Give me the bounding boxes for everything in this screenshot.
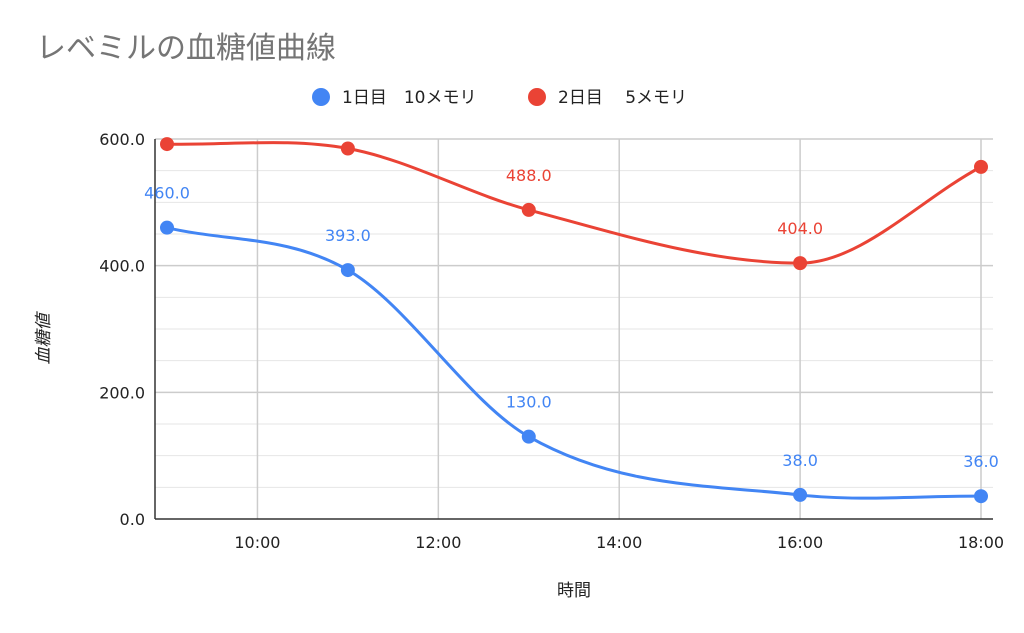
data-point-series-1 bbox=[974, 489, 988, 504]
data-point-series-2 bbox=[974, 159, 988, 174]
data-label-series-1: 393.0 bbox=[325, 226, 371, 245]
data-point-series-1 bbox=[160, 220, 174, 235]
data-label-series-2: 488.0 bbox=[506, 166, 552, 185]
legend: 1日目 10メモリ 2日目 5メモリ bbox=[312, 88, 687, 108]
gridlines bbox=[154, 138, 993, 519]
data-point-series-1 bbox=[793, 487, 808, 502]
x-tick-label: 12:00 bbox=[415, 533, 461, 552]
x-tick-label: 10:00 bbox=[234, 533, 280, 552]
x-axis-title: 時間 bbox=[557, 581, 591, 601]
series-lines bbox=[166, 141, 982, 500]
x-tick-label: 16:00 bbox=[777, 533, 823, 552]
data-point-series-2 bbox=[340, 141, 355, 156]
legend-marker-series-2 bbox=[528, 88, 546, 106]
data-label-series-1: 460.0 bbox=[144, 184, 190, 203]
x-axis-ticks: 10:00 12:00 14:00 16:00 18:00 bbox=[234, 533, 1004, 552]
data-label-series-1: 130.0 bbox=[506, 393, 552, 412]
y-tick-label: 200.0 bbox=[99, 383, 145, 402]
data-label-series-1: 36.0 bbox=[963, 452, 999, 471]
y-axis-title: 血糖値 bbox=[34, 311, 54, 365]
series-line-1 bbox=[166, 226, 982, 500]
data-point-series-1 bbox=[340, 263, 355, 278]
legend-label-series-1: 1日目 10メモリ bbox=[342, 88, 476, 108]
data-point-series-2 bbox=[160, 137, 174, 152]
data-labels: 460.0 393.0 130.0 38.0 36.0 488.0 404.0 bbox=[144, 166, 999, 471]
chart-title: レベミルの血糖値曲線 bbox=[36, 31, 336, 66]
y-tick-label: 600.0 bbox=[99, 130, 145, 149]
y-tick-label: 0.0 bbox=[120, 510, 145, 529]
data-label-series-1: 38.0 bbox=[782, 451, 818, 470]
y-axis-ticks: 0.0 200.0 400.0 600.0 bbox=[99, 130, 145, 529]
legend-marker-series-1 bbox=[312, 88, 330, 106]
series-line-2 bbox=[166, 141, 982, 265]
data-point-series-1 bbox=[521, 429, 536, 444]
y-tick-label: 400.0 bbox=[99, 257, 145, 276]
data-point-series-2 bbox=[793, 256, 808, 271]
data-point-series-2 bbox=[521, 202, 536, 217]
data-points bbox=[160, 137, 988, 504]
x-tick-label: 18:00 bbox=[958, 533, 1004, 552]
data-label-series-2: 404.0 bbox=[777, 219, 823, 238]
x-tick-label: 14:00 bbox=[596, 533, 642, 552]
legend-label-series-2: 2日目 5メモリ bbox=[558, 88, 687, 108]
